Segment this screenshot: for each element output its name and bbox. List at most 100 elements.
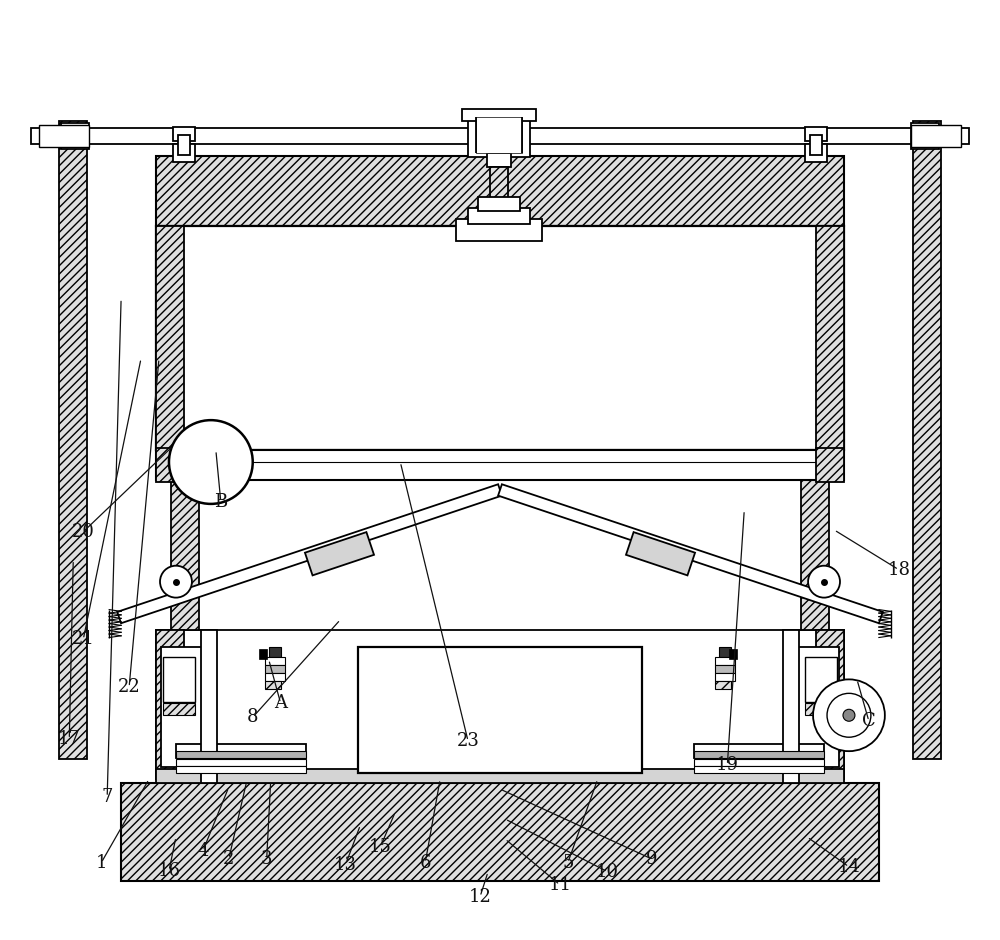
Text: 19: 19 xyxy=(716,756,739,775)
Text: 3: 3 xyxy=(261,850,272,868)
Bar xyxy=(265,682,281,689)
Text: 22: 22 xyxy=(118,679,140,697)
Polygon shape xyxy=(626,532,695,575)
Bar xyxy=(156,226,184,450)
Bar xyxy=(156,769,844,783)
Bar xyxy=(156,156,844,226)
Bar xyxy=(816,226,844,450)
Bar xyxy=(176,744,306,759)
Bar xyxy=(801,480,829,630)
Bar xyxy=(156,450,844,480)
Bar xyxy=(176,766,306,773)
Bar xyxy=(156,448,184,482)
Text: 13: 13 xyxy=(334,855,357,874)
Circle shape xyxy=(843,710,855,721)
Text: 16: 16 xyxy=(157,862,180,880)
Bar xyxy=(810,135,822,155)
Bar xyxy=(259,650,267,660)
Bar xyxy=(269,648,281,657)
Bar xyxy=(816,630,844,779)
Bar xyxy=(201,630,217,783)
Circle shape xyxy=(808,566,840,598)
Text: 12: 12 xyxy=(469,887,491,906)
Bar xyxy=(791,648,839,767)
Bar xyxy=(913,121,941,760)
Bar xyxy=(156,630,844,779)
Bar xyxy=(911,125,961,147)
Bar xyxy=(805,144,827,162)
Bar xyxy=(176,760,306,766)
Bar xyxy=(176,751,306,759)
Text: 21: 21 xyxy=(72,631,95,649)
Text: 6: 6 xyxy=(419,854,431,871)
Bar xyxy=(476,118,522,153)
Text: 17: 17 xyxy=(58,730,81,748)
Text: C: C xyxy=(862,713,876,730)
Bar xyxy=(163,657,195,702)
Bar xyxy=(694,766,824,773)
Bar xyxy=(694,744,824,759)
Text: 5: 5 xyxy=(562,854,573,871)
Text: 18: 18 xyxy=(887,560,910,579)
Circle shape xyxy=(169,420,253,504)
Bar xyxy=(265,657,285,666)
Bar xyxy=(715,666,735,673)
Bar xyxy=(156,630,184,779)
Text: 14: 14 xyxy=(838,858,860,876)
Bar xyxy=(694,751,824,759)
Bar xyxy=(805,127,827,141)
Bar xyxy=(694,760,824,766)
Bar xyxy=(478,196,520,211)
Bar xyxy=(831,699,853,728)
Polygon shape xyxy=(498,484,883,623)
Bar xyxy=(161,648,209,767)
Bar xyxy=(490,167,508,223)
Bar xyxy=(715,682,731,689)
Text: A: A xyxy=(274,695,287,713)
Bar xyxy=(468,113,530,157)
Text: B: B xyxy=(214,493,227,511)
Bar xyxy=(173,144,195,162)
Bar xyxy=(715,657,735,666)
Bar xyxy=(487,153,511,167)
Bar xyxy=(358,648,642,773)
Bar xyxy=(265,666,285,673)
Bar xyxy=(173,127,195,141)
Circle shape xyxy=(813,680,885,751)
Text: 11: 11 xyxy=(548,876,571,894)
Bar xyxy=(719,648,731,657)
Bar xyxy=(468,208,530,224)
Bar xyxy=(462,109,536,121)
Bar xyxy=(456,219,542,241)
Text: 23: 23 xyxy=(457,732,480,750)
Bar xyxy=(805,657,837,702)
Bar xyxy=(31,128,969,144)
Bar xyxy=(729,650,737,660)
Bar xyxy=(156,226,844,450)
Polygon shape xyxy=(117,484,502,623)
Bar xyxy=(61,123,89,149)
Text: 1: 1 xyxy=(95,854,107,871)
Bar xyxy=(163,703,195,715)
Bar xyxy=(783,630,799,783)
Bar xyxy=(715,673,735,682)
Text: 10: 10 xyxy=(596,863,619,881)
Bar xyxy=(39,125,89,147)
Circle shape xyxy=(827,694,871,737)
Bar xyxy=(805,703,837,715)
Text: 15: 15 xyxy=(369,838,392,856)
Text: 4: 4 xyxy=(197,842,209,860)
Text: 9: 9 xyxy=(646,850,657,868)
Circle shape xyxy=(160,566,192,598)
Text: 20: 20 xyxy=(72,523,95,540)
Text: 8: 8 xyxy=(247,708,258,727)
Bar xyxy=(171,480,199,630)
Bar xyxy=(911,123,939,149)
Polygon shape xyxy=(305,532,374,575)
Bar xyxy=(59,121,87,760)
Bar xyxy=(178,135,190,155)
Bar xyxy=(121,783,879,881)
Text: 2: 2 xyxy=(223,850,234,868)
Bar xyxy=(816,448,844,482)
Text: 7: 7 xyxy=(101,788,113,806)
